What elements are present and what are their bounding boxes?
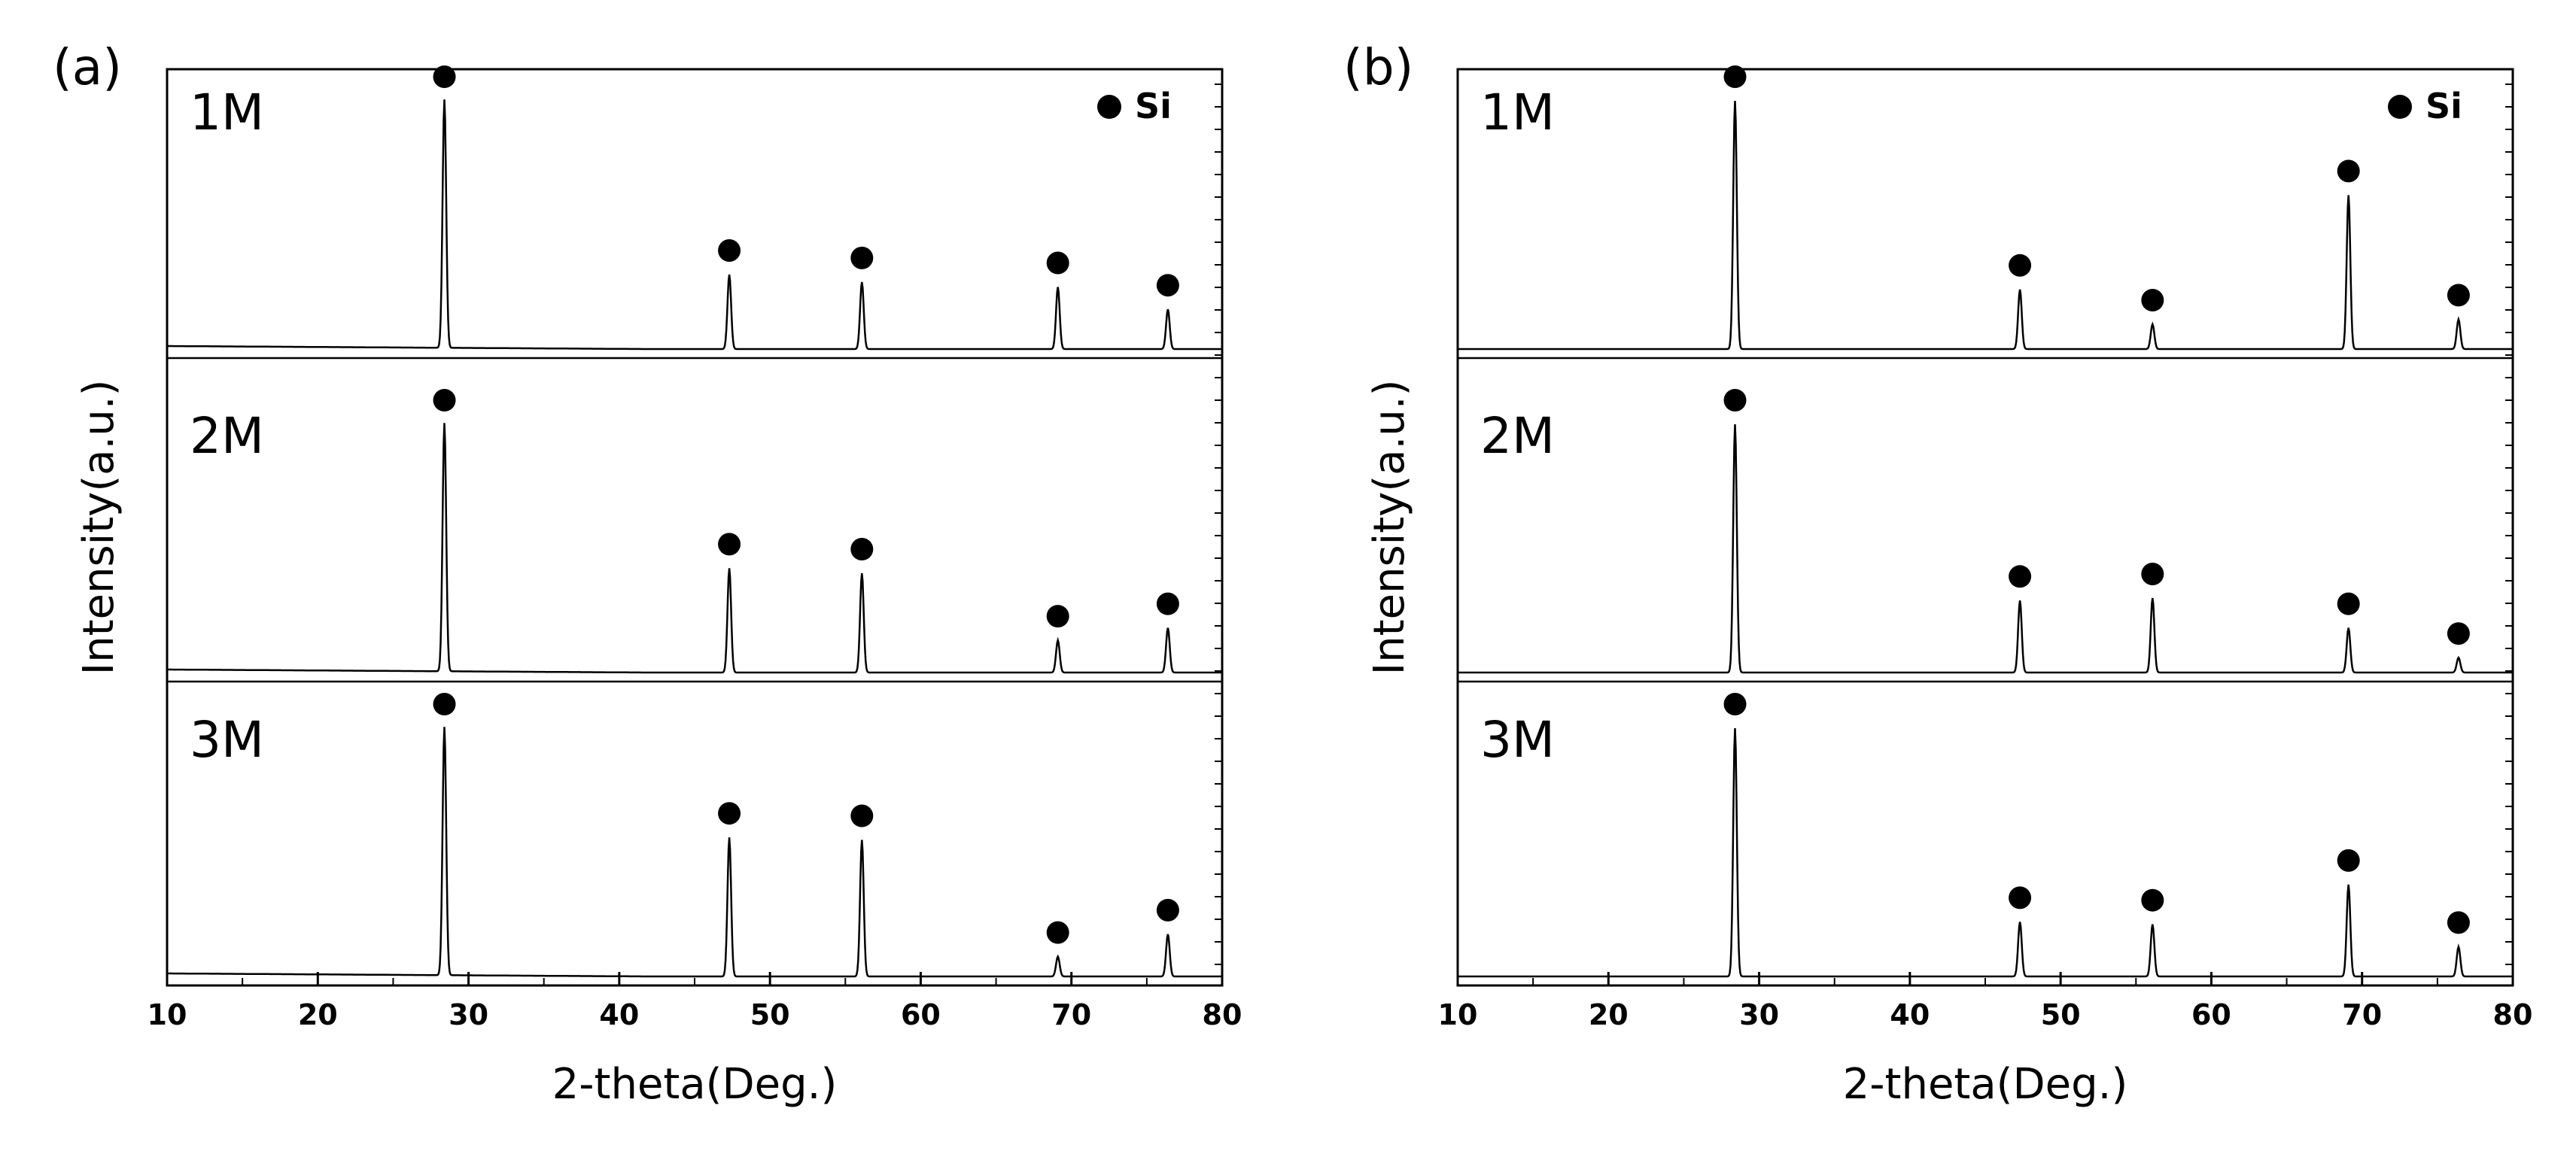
si-peak-marker (2141, 563, 2164, 585)
x-tick-label: 50 (2041, 998, 2081, 1031)
series-label: 2M (1480, 407, 1555, 465)
si-peak-marker (433, 389, 456, 411)
si-peak-marker (1723, 65, 1747, 88)
legend-marker-icon (2388, 95, 2412, 119)
si-peak-marker (1156, 274, 1179, 297)
x-tick-label: 50 (750, 998, 790, 1031)
x-tick-label: 70 (1051, 998, 1091, 1031)
si-peak-marker (1156, 898, 1179, 922)
x-tick-label: 80 (2493, 998, 2533, 1031)
xrd-panel-a: (a) 10 20 30 40 50 60 70 80 2-theta(Deg.) Intensit… (53, 38, 1242, 1109)
si-peak-marker (2141, 888, 2164, 912)
legend-label: Si (1135, 86, 1172, 126)
x-tick-label: 20 (1589, 998, 1629, 1031)
plot-frame (1456, 68, 2514, 987)
si-peak-marker (2009, 254, 2032, 277)
si-peak-marker (433, 65, 456, 88)
series-label: 1M (1480, 84, 1555, 141)
si-peak-marker (2447, 622, 2470, 645)
xrd-pattern-line (1458, 424, 2513, 674)
si-peak-marker (850, 246, 874, 269)
si-peak-marker (2337, 592, 2360, 615)
x-tick-label: 30 (1739, 998, 1779, 1031)
xrd-pattern-line (1458, 100, 2513, 351)
si-peak-marker (1046, 921, 1069, 944)
panel-label: (a) (53, 38, 122, 96)
series-label: 2M (190, 407, 264, 465)
y-axis-label: Intensity(a.u.) (1365, 380, 1414, 676)
x-axis-label: 2-theta(Deg.) (1843, 1060, 2128, 1109)
x-axis-label: 2-theta(Deg.) (552, 1060, 838, 1109)
xrd-pattern-line (1458, 727, 2513, 978)
x-tick-label: 10 (1438, 998, 1478, 1031)
si-peak-marker (2447, 284, 2470, 307)
x-tick-label: 70 (2342, 998, 2382, 1031)
si-peak-marker (2447, 911, 2470, 934)
xrd-panel-b: (b) 10 20 30 40 50 60 70 80 2-theta(Deg.) Intensit… (1343, 38, 2533, 1109)
si-peak-marker (718, 533, 741, 556)
si-peak-marker (1723, 389, 1747, 411)
xrd-pattern-line (167, 99, 1222, 351)
legend-marker-icon (1097, 95, 1121, 119)
xrd-pattern-line (167, 423, 1222, 674)
si-peak-marker (1723, 693, 1747, 715)
si-peak-marker (2141, 289, 2164, 311)
si-peak-marker (2337, 159, 2360, 183)
si-peak-marker (718, 802, 741, 825)
series-label: 3M (1480, 711, 1555, 769)
si-peak-marker (1046, 251, 1069, 275)
x-tick-label: 10 (148, 998, 187, 1031)
si-peak-marker (2337, 849, 2360, 872)
si-peak-marker (2009, 565, 2032, 588)
si-peak-marker (850, 538, 874, 560)
y-axis-label: Intensity(a.u.) (75, 380, 123, 676)
x-tick-label: 60 (2191, 998, 2231, 1031)
si-peak-marker (2009, 886, 2032, 909)
x-tick-label: 40 (1890, 998, 1930, 1031)
panel-label: (b) (1343, 38, 1413, 96)
plot-frame (166, 68, 1224, 987)
series-label: 3M (190, 711, 264, 769)
x-tick-label: 20 (298, 998, 338, 1031)
legend-label: Si (2425, 86, 2462, 126)
si-peak-marker (1046, 605, 1069, 628)
si-peak-marker (718, 239, 741, 262)
si-peak-marker (850, 804, 874, 827)
x-tick-label: 60 (901, 998, 941, 1031)
series-label: 1M (190, 84, 264, 141)
si-peak-marker (1156, 592, 1179, 615)
x-tick-label: 40 (599, 998, 639, 1031)
x-tick-label: 80 (1203, 998, 1242, 1031)
xrd-pattern-line (167, 727, 1222, 978)
x-tick-label: 30 (449, 998, 488, 1031)
si-peak-marker (433, 693, 456, 715)
